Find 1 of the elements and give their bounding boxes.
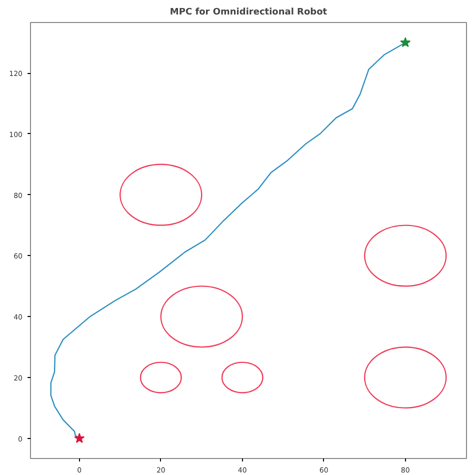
chart-title: MPC for Omnidirectional Robot	[170, 8, 328, 18]
